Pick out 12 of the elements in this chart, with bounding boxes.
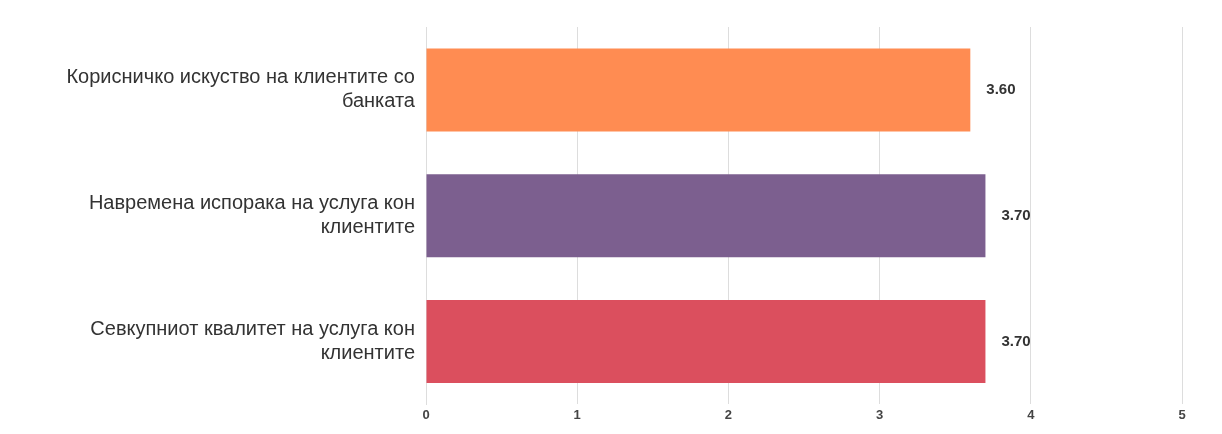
x-tick-label: 3 <box>875 406 884 422</box>
data-label: 3.60 <box>986 80 1016 98</box>
x-tick-label: 5 <box>1178 406 1186 422</box>
data-label: 3.70 <box>1001 205 1031 223</box>
x-tick-label: 2 <box>724 406 733 422</box>
x-tick-label: 1 <box>573 406 581 422</box>
data-label: 3.70 <box>1001 331 1031 349</box>
x-tick-label: 0 <box>422 406 430 422</box>
y-tick-label: Севкупниот квалитет на услуга кон клиентите <box>90 317 415 364</box>
y-tick-label: Корисничко искуство на клиентите со банката <box>66 65 416 112</box>
y-tick-label: Навремена испорака на услуга кон клиентите <box>88 191 415 238</box>
x-tick-label: 4 <box>1027 406 1036 422</box>
